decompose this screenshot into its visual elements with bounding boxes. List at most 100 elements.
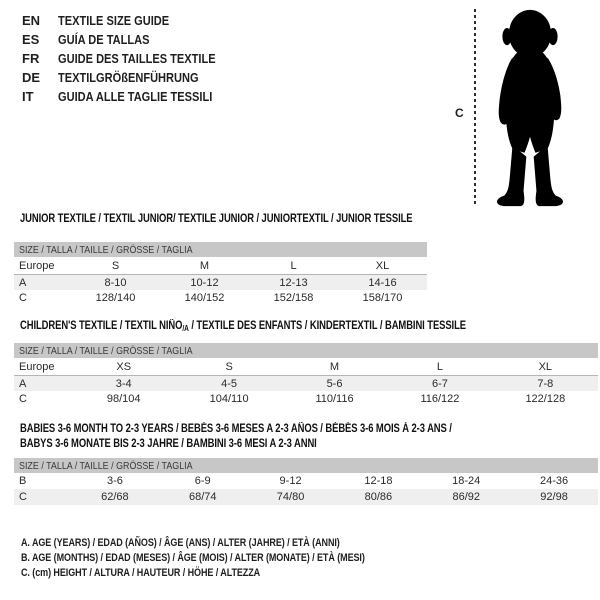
table-row-height: C 128/140 140/152 152/158 158/170 [14, 290, 427, 305]
legend-row-it: IT GUIDA ALLE TAGLIE TESSILI [22, 87, 243, 106]
table-row-height: C 62/68 68/74 74/80 80/86 86/92 92/98 [14, 489, 598, 505]
children-section-title-text: CHILDREN'S TEXTILE / TEXTIL NIÑO/A / TEX… [20, 320, 466, 333]
row-label-cell: C [19, 491, 27, 503]
row-label-cell: Europe [19, 360, 55, 373]
children-section-title: CHILDREN'S TEXTILE / TEXTIL NIÑO/A / TEX… [20, 320, 564, 333]
guide-title-es: GUÍA DE TALLAS [58, 32, 150, 47]
table-cell: 8-10 [104, 276, 127, 289]
children-title-sub: /A [182, 324, 189, 333]
table-cell: 7-8 [537, 377, 554, 390]
guide-title-fr: GUIDE DES TAILLES TEXTILE [58, 51, 216, 66]
guide-title-de: TEXTILGRÖßENFÜHRUNG [58, 70, 199, 85]
row-label-cell: Europe [19, 259, 55, 272]
row-label-cell: A [19, 276, 27, 289]
toddler-silhouette-image [496, 9, 564, 207]
table-row-europe: Europe S M L XL [14, 257, 427, 275]
guide-title-it: GUIDA ALLE TAGLIE TESSILI [58, 89, 213, 104]
table-cell: 140/152 [184, 291, 225, 304]
legend-row-de: DE TEXTILGRÖßENFÜHRUNG [22, 68, 243, 87]
table-cell: 12-13 [279, 276, 308, 289]
footnote-height: C. (cm) HEIGHT / ALTURA / HAUTEUR / HÖHE… [21, 567, 440, 582]
table-cell: 80/86 [364, 491, 393, 503]
table-row-height: C 98/104 104/110 110/116 116/122 122/128 [14, 391, 598, 406]
table-cell: 5-6 [326, 377, 343, 390]
table-cell: L [290, 259, 297, 272]
table-cell: 6-9 [194, 475, 211, 487]
language-code: DE [22, 70, 41, 85]
language-legend: EN TEXTILE SIZE GUIDE ES GUÍA DE TALLAS … [22, 11, 243, 106]
row-label-cell: A [19, 377, 27, 390]
children-title-pre: CHILDREN'S TEXTILE / TEXTIL NIÑO [20, 320, 183, 332]
table-cell: 10-12 [190, 276, 219, 289]
table-cell: 74/80 [276, 491, 305, 503]
table-cell: S [111, 259, 120, 272]
table-cell: 12-18 [364, 475, 393, 487]
table-cell: 98/104 [106, 392, 141, 405]
language-code: EN [22, 13, 41, 28]
table-cell: 128/140 [95, 291, 136, 304]
language-code: FR [22, 51, 40, 66]
table-cell: 62/68 [101, 491, 129, 503]
footnote-age-months-text: B. AGE (MONTHS) / EDAD (MESES) / ÂGE (MO… [21, 552, 365, 564]
footnote-age-years-text: A. AGE (YEARS) / EDAD (AÑOS) / ÂGE (ANS)… [21, 537, 340, 549]
size-header-bar: SIZE / TALLA / TAILLE / GRÖSSE / TAGLIA [14, 343, 598, 358]
table-cell: 116/122 [420, 392, 460, 405]
table-cell: 92/98 [540, 491, 568, 503]
table-cell: 9-12 [279, 475, 302, 487]
table-cell: M [199, 259, 210, 272]
junior-section-title: JUNIOR TEXTILE / TEXTIL JUNIOR/ TEXTILE … [20, 213, 499, 225]
table-cell: 18-24 [452, 475, 481, 487]
size-header-bar: SIZE / TALLA / TAILLE / GRÖSSE / TAGLIA [14, 458, 598, 473]
table-cell: 4-5 [221, 377, 238, 390]
junior-size-table: SIZE / TALLA / TAILLE / GRÖSSE / TAGLIA … [14, 242, 427, 305]
babies-title-line2: BABYS 3-6 MONATE BIS 2-3 JAHRE / BAMBINI… [20, 438, 317, 450]
table-cell: 122/128 [525, 392, 566, 405]
table-cell: 152/158 [273, 291, 314, 304]
row-label-cell: C [19, 291, 27, 304]
table-row-europe: Europe XS S M L XL [14, 358, 598, 376]
babies-size-table: SIZE / TALLA / TAILLE / GRÖSSE / TAGLIA … [14, 458, 598, 505]
legend-row-fr: FR GUIDE DES TAILLES TEXTILE [22, 49, 243, 68]
legend-row-es: ES GUÍA DE TALLAS [22, 30, 243, 49]
legend-row-en: EN TEXTILE SIZE GUIDE [22, 11, 243, 30]
table-cell: XS [116, 360, 132, 373]
table-cell: 68/74 [188, 491, 217, 503]
babies-title-line1: BABIES 3-6 MONTH TO 2-3 YEARS / BEBÉS 3-… [20, 423, 452, 435]
size-header-label: SIZE / TALLA / TAILLE / GRÖSSE / TAGLIA [19, 243, 193, 256]
table-cell: M [329, 360, 340, 373]
footnote-age-months: B. AGE (MONTHS) / EDAD (MESES) / ÂGE (MO… [21, 552, 440, 567]
table-cell: 3-4 [115, 377, 132, 390]
table-cell: 24-36 [539, 475, 569, 487]
size-header-label: SIZE / TALLA / TAILLE / GRÖSSE / TAGLIA [19, 344, 193, 357]
table-cell: L [436, 360, 443, 373]
table-row-age-months: B 3-6 6-9 9-12 12-18 18-24 24-36 [14, 473, 598, 489]
table-cell: 3-6 [106, 475, 123, 487]
row-label-cell: B [19, 475, 27, 487]
height-measure-label: C [455, 106, 464, 120]
table-cell: 104/110 [209, 392, 249, 405]
language-code: IT [22, 89, 34, 104]
footnote-height-text: C. (cm) HEIGHT / ALTURA / HAUTEUR / HÖHE… [21, 567, 261, 579]
table-cell: S [225, 360, 233, 373]
table-cell: XL [538, 360, 553, 373]
height-measure-dotted-line [474, 9, 476, 207]
footnotes: A. AGE (YEARS) / EDAD (AÑOS) / ÂGE (ANS)… [21, 537, 440, 582]
junior-section-title-text: JUNIOR TEXTILE / TEXTIL JUNIOR/ TEXTILE … [20, 213, 413, 225]
row-label-cell: C [19, 392, 27, 405]
babies-section-title: BABIES 3-6 MONTH TO 2-3 YEARS / BEBÉS 3-… [20, 422, 547, 452]
table-cell: 86/92 [452, 491, 480, 503]
table-cell: 158/170 [362, 291, 403, 304]
guide-title-en: TEXTILE SIZE GUIDE [58, 13, 170, 28]
size-header-bar: SIZE / TALLA / TAILLE / GRÖSSE / TAGLIA [14, 242, 427, 257]
children-title-post: / TEXTILE DES ENFANTS / KINDERTEXTIL / B… [188, 320, 466, 332]
table-row-age: A 8-10 10-12 12-13 14-16 [14, 275, 427, 290]
table-cell: 110/116 [315, 392, 354, 405]
children-size-table: SIZE / TALLA / TAILLE / GRÖSSE / TAGLIA … [14, 343, 598, 406]
table-cell: 14-16 [368, 276, 397, 289]
language-code: ES [22, 32, 40, 47]
size-header-label: SIZE / TALLA / TAILLE / GRÖSSE / TAGLIA [19, 459, 193, 472]
table-cell: XL [375, 259, 390, 272]
footnote-age-years: A. AGE (YEARS) / EDAD (AÑOS) / ÂGE (ANS)… [21, 537, 440, 552]
table-row-age: A 3-4 4-5 5-6 6-7 7-8 [14, 376, 598, 391]
